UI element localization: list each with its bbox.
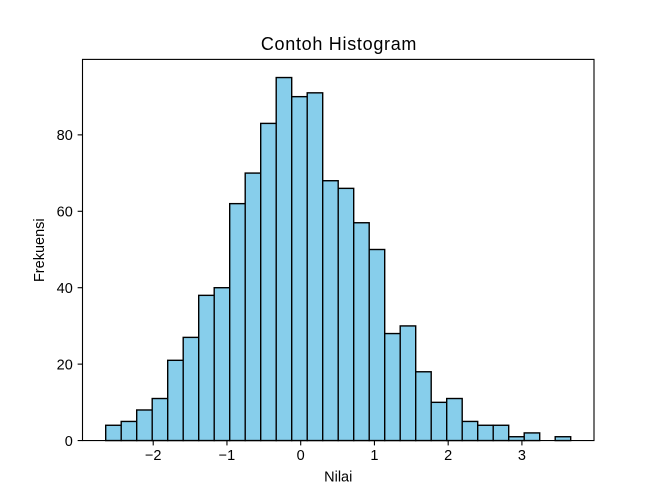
svg-text:2: 2 [444, 448, 452, 464]
svg-text:0: 0 [297, 448, 305, 464]
svg-text:−2: −2 [145, 448, 162, 464]
svg-text:40: 40 [57, 281, 73, 297]
svg-text:Contoh Histogram: Contoh Histogram [261, 34, 417, 54]
svg-text:3: 3 [518, 448, 526, 464]
svg-text:60: 60 [57, 205, 73, 221]
svg-text:Frekuensi: Frekuensi [32, 218, 48, 282]
svg-text:Nilai: Nilai [324, 469, 352, 485]
svg-text:0: 0 [65, 434, 73, 450]
svg-text:20: 20 [57, 358, 73, 374]
svg-text:80: 80 [57, 128, 73, 144]
svg-text:−1: −1 [219, 448, 236, 464]
svg-text:1: 1 [370, 448, 378, 464]
